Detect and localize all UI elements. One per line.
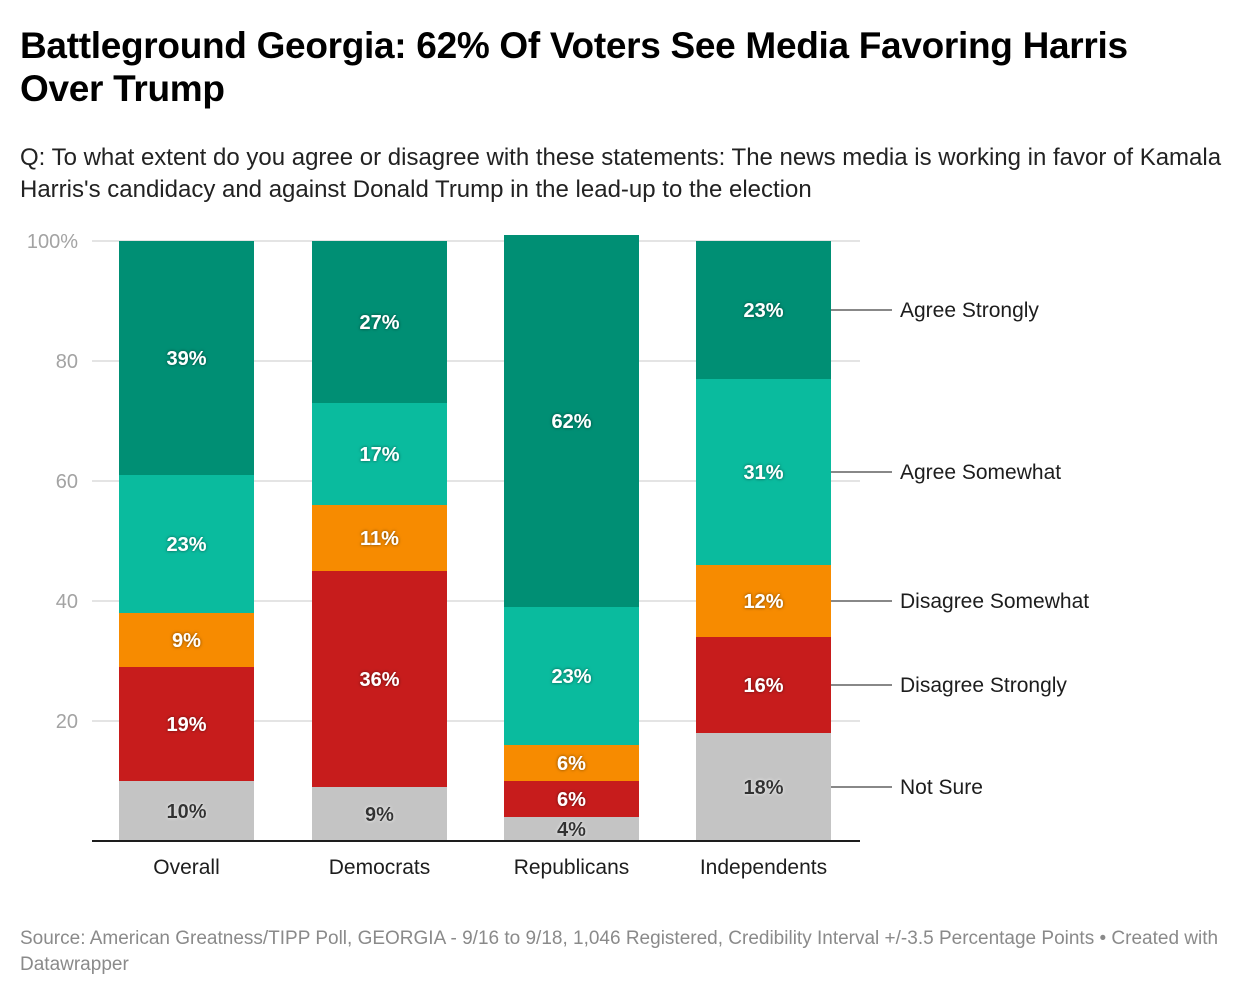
source-note: Source: American Greatness/TIPP Poll, GE…: [20, 928, 1219, 975]
y-tick-label: 60: [56, 471, 78, 493]
bar-value-label: 36%: [359, 669, 399, 691]
bar-value-label: 10%: [166, 801, 206, 823]
bar-segment: [696, 733, 831, 841]
x-category-label: Democrats: [329, 856, 431, 879]
bar-stack-republicans: 4% 6% 6% 23% 62%: [504, 235, 639, 841]
y-axis-ticks: 20 40 60 80 100%: [27, 231, 78, 733]
legend-item: Agree Somewhat: [831, 461, 1061, 484]
y-tick-label: 20: [56, 711, 78, 733]
bar-value-label: 39%: [166, 348, 206, 370]
bar-segment: [696, 241, 831, 379]
bar-value-label: 17%: [359, 444, 399, 466]
y-tick-label: 40: [56, 591, 78, 613]
bar-value-label: 6%: [557, 753, 586, 775]
legend-label: Not Sure: [900, 776, 983, 799]
chart-subtitle: Q: To what extent do you agree or disagr…: [20, 144, 1222, 203]
x-axis: Overall Democrats Republicans Independents: [92, 840, 860, 879]
bar-value-label: 18%: [743, 777, 783, 799]
bar-value-label: 6%: [557, 789, 586, 811]
legend-item: Disagree Somewhat: [831, 590, 1089, 613]
bar-value-label: 9%: [172, 630, 201, 652]
chart-title: Battleground Georgia: 62% Of Voters See …: [20, 25, 1128, 109]
y-tick-label: 100%: [27, 231, 78, 253]
legend-label: Disagree Strongly: [900, 674, 1067, 697]
y-tick-label: 80: [56, 351, 78, 373]
bar-segment: [119, 667, 254, 781]
bar-value-label: 12%: [743, 591, 783, 613]
bar-stack-overall: 10% 19% 9% 23% 39%: [119, 241, 254, 841]
legend-item: Disagree Strongly: [831, 674, 1067, 697]
bar-value-label: 4%: [557, 819, 586, 841]
bar-segment: [312, 403, 447, 505]
bar-segment: [312, 571, 447, 787]
bar-segment: [312, 787, 447, 841]
bar-segment: [696, 379, 831, 565]
bar-segment: [119, 475, 254, 613]
bar-segment: [312, 241, 447, 403]
bar-segment: [119, 781, 254, 841]
bar-stack-democrats: 9% 36% 11% 17% 27%: [312, 241, 447, 841]
bar-value-label: 62%: [551, 411, 591, 433]
bar-value-label: 23%: [551, 666, 591, 688]
bar-segment: [696, 637, 831, 733]
legend-item: Not Sure: [831, 776, 983, 799]
bar-segment: [119, 241, 254, 475]
bar-stack-independents: 18% 16% 12% 31% 23%: [696, 241, 831, 841]
bar-segment: [504, 781, 639, 817]
bar-segment: [119, 613, 254, 667]
stacked-bar-chart: 20 40 60 80 100% 10% 19% 9% 23% 39% 9% 36% 11% 17% 27…: [27, 231, 1089, 879]
bar-value-label: 23%: [166, 534, 206, 556]
bar-value-label: 11%: [360, 528, 399, 550]
bar-value-label: 16%: [743, 675, 783, 697]
legend-label: Agree Somewhat: [900, 461, 1061, 484]
bar-value-label: 9%: [365, 804, 394, 826]
bar-value-label: 19%: [166, 714, 206, 736]
bar-segment: [312, 505, 447, 571]
bar-value-label: 23%: [743, 300, 783, 322]
x-category-label: Republicans: [514, 856, 630, 879]
bar-segment: [504, 745, 639, 781]
bar-value-label: 27%: [359, 312, 399, 334]
legend-label: Disagree Somewhat: [900, 590, 1089, 613]
bar-value-label: 31%: [743, 462, 783, 484]
bar-segment: [504, 235, 639, 607]
x-category-label: Overall: [153, 856, 220, 879]
bar-segment: [504, 817, 639, 841]
bars: 10% 19% 9% 23% 39% 9% 36% 11% 17% 27% 4% 6% 6% 23% 62%…: [119, 235, 831, 841]
x-category-label: Independents: [700, 856, 827, 879]
legend-item: Agree Strongly: [831, 299, 1039, 322]
bar-segment: [504, 607, 639, 745]
bar-segment: [696, 565, 831, 637]
legend-label: Agree Strongly: [900, 299, 1039, 322]
legend: Not Sure Disagree Strongly Disagree Somewh…: [831, 299, 1089, 799]
